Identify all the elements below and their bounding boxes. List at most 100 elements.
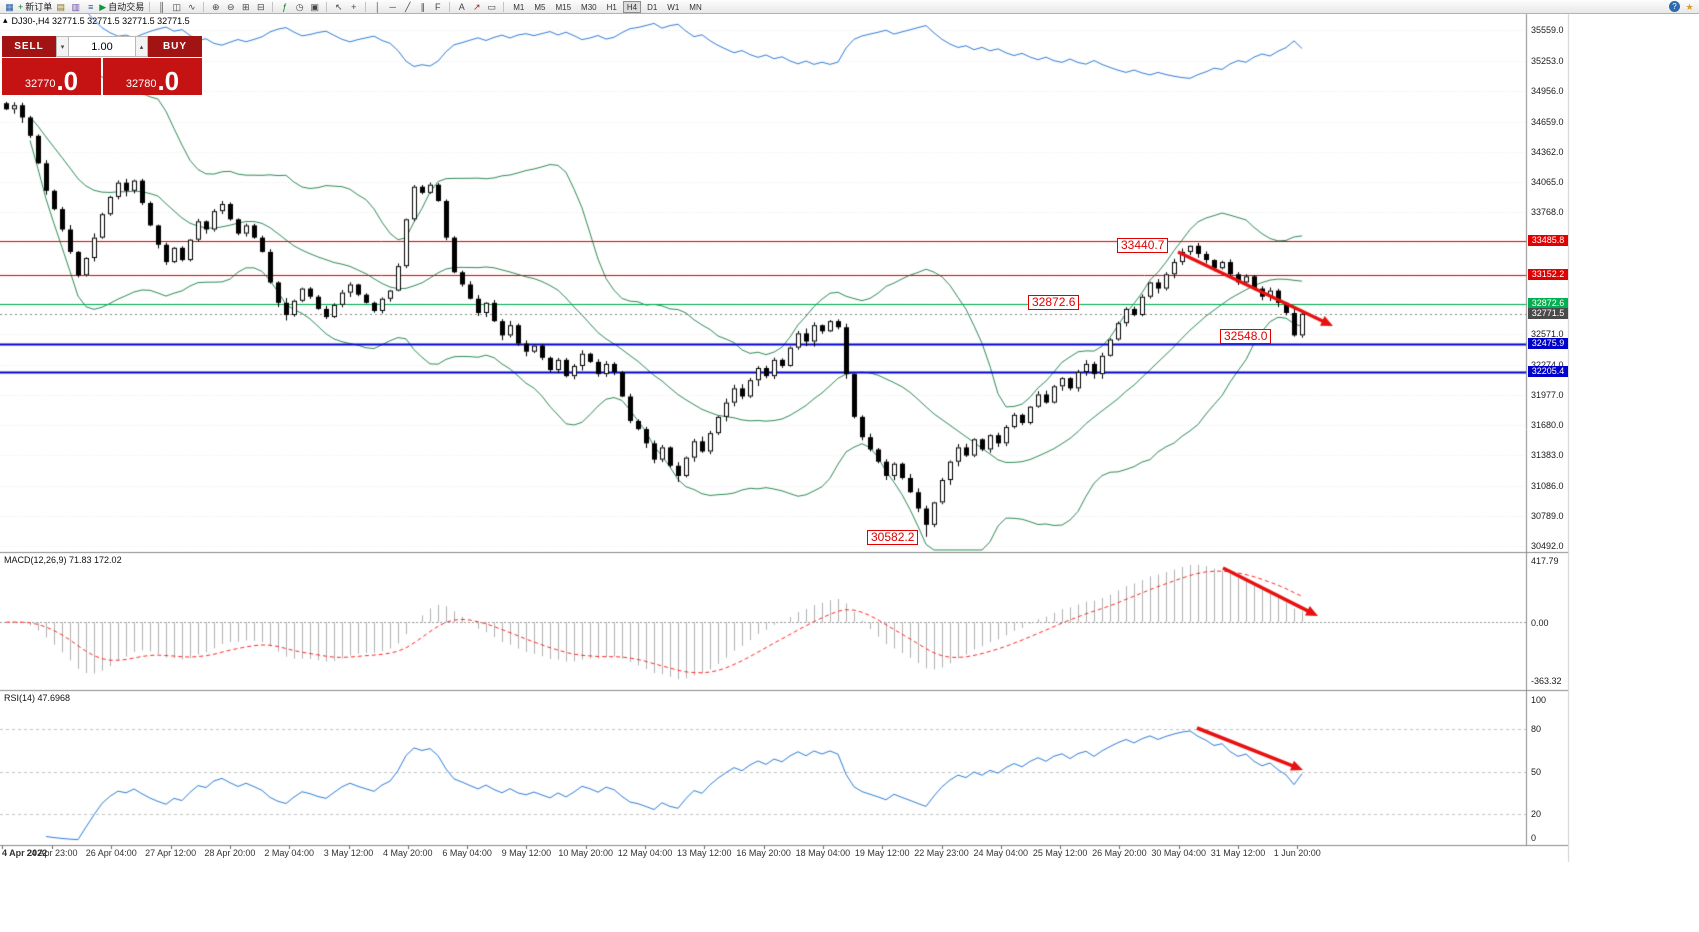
auto-scroll-icon: ⊟ (256, 1, 265, 12)
macd-axis-label: -363.32 (1531, 676, 1562, 686)
candlestick-chart-icon[interactable]: ◫ (170, 1, 183, 13)
autotrading-button[interactable]: ▶ 自动交易 (99, 1, 144, 13)
new-order-button[interactable]: + 新订单 (18, 1, 52, 13)
price-level-tag: 33485.8 (1528, 235, 1568, 247)
crosshair-icon[interactable]: + (347, 1, 360, 13)
cursor-icon[interactable]: ↖ (332, 1, 345, 13)
price-axis-label: 31977.0 (1531, 389, 1564, 400)
timeframe-button-h1[interactable]: H1 (606, 2, 617, 12)
templates-icon[interactable]: ▣ (308, 1, 321, 13)
price-level-tag: 32771.5 (1528, 307, 1568, 319)
buy-button[interactable]: BUY (148, 36, 202, 57)
rsi-axis-label: 80 (1531, 723, 1542, 734)
sell-button[interactable]: SELL (2, 36, 56, 57)
timeframe-button-m5[interactable]: M5 (534, 2, 546, 12)
zoom-out-icon[interactable]: ⊖ (224, 1, 237, 13)
price-axis-label: 34956.0 (1531, 86, 1564, 97)
favorites-icon[interactable]: ★ (1683, 1, 1696, 13)
time-axis-label: 12 May 04:00 (617, 848, 673, 858)
price-annotation[interactable]: 32548.0 (1220, 329, 1272, 344)
favorites-icon: ★ (1685, 1, 1694, 12)
symbol-ohlc-text: DJ30-,H4 32771.5 32771.5 32771.5 32771.5 (11, 15, 190, 26)
help-icon[interactable]: ? (1668, 1, 1681, 13)
toolbar-separator (503, 1, 505, 12)
volume-increase-button[interactable]: ▴ (135, 36, 148, 57)
time-axis-label: 4 Apr 2022 (2, 848, 48, 858)
price-level-tag: 32872.6 (1528, 297, 1568, 309)
line-chart-icon: ∿ (187, 1, 196, 12)
time-axis-label: 26 Apr 04:00 (85, 848, 137, 858)
vertical-line-icon: │ (374, 1, 381, 12)
timeframe-button-m15[interactable]: M15 (555, 2, 572, 12)
indicators-icon[interactable]: ƒ (278, 1, 291, 13)
fibonacci-icon[interactable]: F (431, 1, 444, 13)
volume-decrease-button[interactable]: ▾ (56, 36, 69, 57)
templates-icon: ▣ (310, 1, 319, 12)
new-order-button: + (18, 1, 24, 12)
text-icon[interactable]: A (455, 1, 468, 13)
channel-icon[interactable]: ∥ (416, 1, 429, 13)
timeframe-button-m30[interactable]: M30 (581, 2, 597, 12)
timeframe-button-w1[interactable]: W1 (667, 2, 680, 12)
profiles-icon: ▥ (71, 1, 81, 12)
volume-input[interactable]: 1.00 (69, 36, 135, 57)
timeframes-icon[interactable]: ◷ (293, 1, 306, 13)
market-watch-icon[interactable]: ≡ (84, 1, 97, 13)
main-toolbar: ▦ + 新订单 ▤ ▥ ≡ ▶ 自动交易 ║ ◫ ∿ ⊕ ⊖ ⊞ ⊟ ƒ ◷ ▣ ↖ + │ ─ ╱ ∥ F A ↗ ▭ M1 M5 M15… (0, 0, 1699, 14)
time-axis-label: 3 May 12:00 (323, 848, 374, 858)
zoom-in-icon[interactable]: ⊕ (209, 1, 222, 13)
price-annotation[interactable]: 30582.2 (867, 530, 919, 545)
timeframe-button-d1[interactable]: D1 (647, 2, 658, 12)
buy-price-small-digits: 32780 (125, 78, 157, 90)
sell-price-big-digits: .0 (56, 66, 79, 96)
timeframe-button-mn[interactable]: MN (689, 2, 702, 12)
buy-price-display[interactable]: 32780 .0 (103, 58, 202, 95)
macd-axis-label: 417.79 (1531, 556, 1559, 566)
price-axis-label: 34065.0 (1531, 177, 1564, 188)
time-axis-label: 27 Apr 12:00 (145, 848, 197, 858)
price-annotation[interactable]: 33440.7 (1117, 238, 1169, 253)
crosshair-icon: + (351, 1, 357, 12)
arrow-tool-icon[interactable]: ↗ (470, 1, 483, 13)
indicators-icon: ƒ (282, 1, 288, 12)
trendline-icon[interactable]: ╱ (401, 1, 414, 13)
shapes-icon: ▭ (487, 1, 496, 12)
rsi-axis-label: 50 (1531, 766, 1542, 777)
sell-price-display[interactable]: 32770 .0 (2, 58, 101, 95)
price-level-tag: 33152.2 (1528, 269, 1568, 281)
price-axis-label: 32571.0 (1531, 329, 1564, 340)
time-axis-label: 18 May 04:00 (795, 848, 851, 858)
timeframe-button-m1[interactable]: M1 (513, 2, 525, 12)
chart-windows-icon[interactable]: ▤ (54, 1, 67, 13)
price-axis-label: 35253.0 (1531, 56, 1564, 67)
collapse-trade-panel-icon[interactable]: ▴ (3, 15, 8, 25)
price-axis-label: 31383.0 (1531, 450, 1564, 461)
vertical-line-icon[interactable]: │ (371, 1, 384, 13)
rsi-axis-label: 20 (1531, 809, 1542, 820)
time-axis-label: 25 May 12:00 (1032, 848, 1088, 858)
auto-scroll-icon[interactable]: ⊟ (254, 1, 267, 13)
arrow-tool-icon: ↗ (472, 1, 481, 12)
bar-chart-icon[interactable]: ║ (155, 1, 168, 13)
chart-title: ▴ DJ30-,H4 32771.5 32771.5 32771.5 32771… (3, 15, 190, 26)
time-axis-label: 24 Apr 23:00 (26, 848, 78, 858)
one-click-trading-panel: SELL ▾ 1.00 ▴ BUY 32770 .0 32780 .0 (2, 36, 202, 95)
toolbar-separator (149, 1, 151, 12)
trendline-icon: ╱ (405, 1, 411, 12)
channel-icon: ∥ (420, 1, 425, 12)
autotrading-button-label: 自动交易 (108, 1, 145, 12)
price-annotation[interactable]: 32872.6 (1028, 295, 1080, 310)
shapes-icon[interactable]: ▭ (485, 1, 498, 13)
time-axis-label: 1 Jun 20:00 (1273, 848, 1321, 858)
tile-windows-icon[interactable]: ⊞ (239, 1, 252, 13)
timeframe-button-h4[interactable]: H4 (622, 0, 642, 13)
horizontal-line-icon[interactable]: ─ (386, 1, 399, 13)
profiles-icon[interactable]: ▥ (69, 1, 82, 13)
terminal-icon[interactable]: ▦ (3, 1, 16, 13)
horizontal-line-icon: ─ (389, 1, 396, 12)
line-chart-icon[interactable]: ∿ (185, 1, 198, 13)
autotrading-button: ▶ (99, 1, 107, 12)
price-level-tag: 32205.4 (1528, 365, 1568, 377)
toolbar-separator (272, 1, 274, 12)
